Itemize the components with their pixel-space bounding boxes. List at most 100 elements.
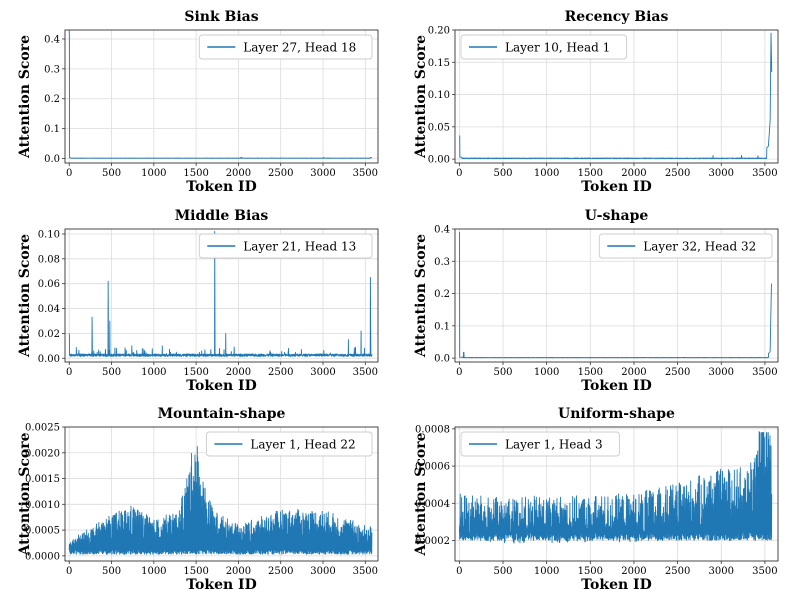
x-tick-label: 3500 [353,566,378,577]
x-tick-label: 3000 [310,367,335,378]
legend-box [205,431,373,457]
legend-label: Layer 1, Head 22 [250,438,355,452]
y-tick-label: 0.06 [38,279,60,290]
series-line [458,431,773,544]
series-line [68,231,373,357]
y-tick-label: 0.2 [434,289,450,300]
x-tick-label: 500 [102,168,121,179]
legend-label: Layer 21, Head 13 [243,240,356,254]
x-tick-label: 0 [456,168,462,179]
legend-label: Layer 27, Head 18 [243,41,356,55]
y-tick-label: 0.0025 [25,423,60,434]
y-tick-label: 0.0004 [415,499,450,510]
x-tick-label: 2000 [226,168,251,179]
x-tick-label: 3000 [709,566,734,577]
x-tick-label: 2000 [621,367,646,378]
series-line [459,231,772,359]
y-tick-label: 0.0006 [415,462,450,473]
y-tick-label: 0.3 [434,257,450,268]
x-tick-label: 1500 [578,566,603,577]
y-tick-label: 0.3 [44,64,60,75]
x-tick-label: 0 [66,168,72,179]
x-tick-label: 3500 [752,168,777,179]
y-axis-title: Attention Score [17,234,33,358]
x-tick-label: 2500 [268,367,293,378]
plot-frame [64,228,379,363]
x-tick-label: 500 [493,367,512,378]
chart-panel-4: 0 500 1000 1500 2000 2500 3000 3500 0.0 0.1 0.2 0.3… [413,208,779,394]
x-axis-title: Token ID [581,179,652,195]
y-tick-label: 0.02 [38,329,60,340]
y-tick-label: 0.08 [38,254,60,265]
x-tick-label: 2000 [226,367,251,378]
x-tick-label: 1000 [534,367,559,378]
x-tick-label: 0 [456,566,462,577]
x-tick-label: 500 [102,566,121,577]
y-tick-label: 0.0 [434,354,450,365]
panel-title: Recency Bias [565,9,669,25]
y-tick-label: 0.10 [428,90,450,101]
series-line [68,446,373,555]
y-tick-label: 0.2 [44,94,60,105]
plot-frame [454,426,779,562]
legend-box [198,233,373,259]
x-tick-label: 2500 [268,566,293,577]
x-tick-label: 2500 [665,168,690,179]
chart-panel-5: 0 500 1000 1500 2000 2500 3000 3500 0.0000 0.0005… [17,406,379,593]
y-axis-title: Attention Score [17,432,33,556]
legend-box [460,431,620,457]
y-tick-label: 0.0002 [415,536,450,547]
plot-frame [454,228,779,363]
y-tick-label: 0.00 [428,155,450,166]
legend-box [198,34,373,60]
legend: Layer 1, Head 3 [460,431,620,457]
series-line [68,30,373,159]
x-axis-title: Token ID [186,577,257,593]
chart-panel-3: 0 500 1000 1500 2000 2500 3000 3500 0.00 0.02 0.04… [17,208,379,394]
panel-title: Uniform-shape [558,406,675,422]
x-tick-label: 3500 [353,367,378,378]
y-tick-label: 0.0 [44,154,60,165]
x-tick-label: 3500 [752,566,777,577]
y-tick-label: 0.1 [44,124,60,135]
series-line [459,32,773,160]
x-tick-label: 2500 [268,168,293,179]
y-tick-label: 0.0020 [25,448,60,459]
panel-title: Mountain-shape [158,406,286,422]
legend: Layer 1, Head 22 [205,431,373,457]
y-tick-label: 0.4 [44,34,60,45]
y-tick-label: 0.1 [434,321,450,332]
x-axis-title: Token ID [186,378,257,394]
y-tick-label: 0.04 [38,304,60,315]
panel-title: U-shape [585,208,649,224]
y-tick-label: 0.20 [428,26,450,37]
y-tick-label: 0.0015 [25,474,60,485]
x-tick-label: 1000 [534,566,559,577]
x-tick-label: 2000 [226,566,251,577]
y-tick-label: 0.0008 [415,424,450,435]
y-tick-label: 0.15 [428,58,450,69]
y-axis-title: Attention Score [413,35,429,159]
legend: Layer 10, Head 1 [460,34,628,60]
x-tick-label: 3000 [310,168,335,179]
x-tick-label: 500 [493,566,512,577]
legend: Layer 27, Head 18 [198,34,373,60]
y-tick-label: 0.10 [38,229,60,240]
legend-label: Layer 10, Head 1 [505,41,610,55]
y-tick-label: 0.0000 [25,551,60,562]
x-tick-label: 1500 [183,367,208,378]
x-axis-title: Token ID [581,378,652,394]
x-tick-label: 500 [493,168,512,179]
legend: Layer 32, Head 32 [598,233,773,259]
chart-panel-2: 0 500 1000 1500 2000 2500 3000 3500 0.00 0.05 0.10… [413,9,779,195]
x-tick-label: 2000 [621,168,646,179]
x-tick-label: 500 [102,367,121,378]
x-tick-label: 1000 [141,566,166,577]
x-tick-label: 3000 [709,168,734,179]
plot-frame [454,29,779,164]
x-tick-label: 1500 [183,566,208,577]
x-tick-label: 0 [66,566,72,577]
x-tick-label: 3000 [310,566,335,577]
x-tick-label: 1500 [183,168,208,179]
